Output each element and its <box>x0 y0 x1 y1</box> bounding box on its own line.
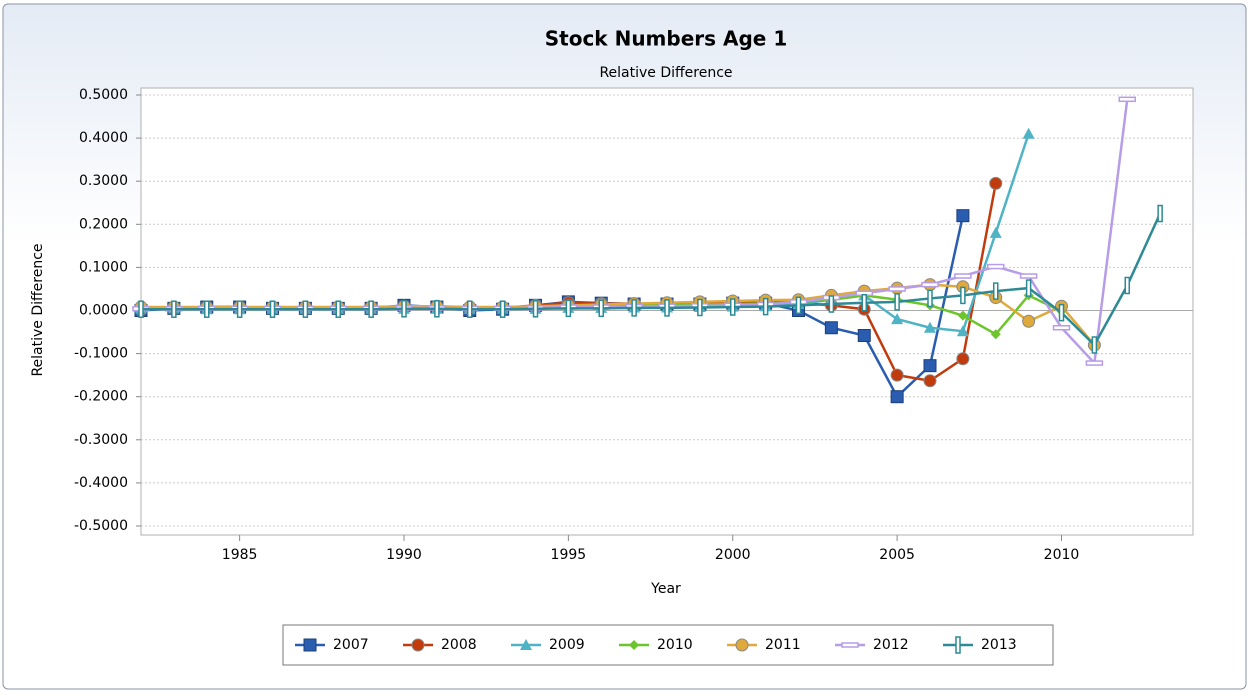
x-tick-label: 1985 <box>222 547 258 563</box>
y-tick-label: -0.2000 <box>74 389 128 405</box>
marker <box>631 299 637 317</box>
marker <box>565 299 572 318</box>
marker <box>467 300 473 318</box>
marker <box>401 300 407 318</box>
legend-label: 2011 <box>765 637 801 653</box>
legend-label: 2012 <box>873 637 909 653</box>
x-tick-label: 2000 <box>715 547 751 563</box>
marker <box>302 300 309 318</box>
marker <box>697 298 703 317</box>
marker <box>269 300 276 318</box>
marker <box>1022 314 1036 328</box>
marker <box>664 299 670 317</box>
series-line <box>141 213 1162 348</box>
marker <box>841 642 859 648</box>
y-axis-title: Relative Difference <box>30 243 46 376</box>
marker <box>960 286 966 305</box>
marker <box>989 226 1002 238</box>
marker <box>956 209 970 223</box>
marker <box>335 300 341 318</box>
marker <box>762 297 769 316</box>
x-tick-label: 1990 <box>386 547 422 563</box>
marker <box>993 282 999 300</box>
marker <box>921 281 939 288</box>
marker <box>1118 96 1136 103</box>
marker <box>735 638 749 652</box>
marker <box>1124 276 1130 295</box>
marker <box>303 638 317 652</box>
marker <box>824 321 838 335</box>
x-tick-label: 2005 <box>879 547 915 563</box>
marker <box>923 359 937 373</box>
marker <box>1019 273 1038 279</box>
y-tick-label: 0.3000 <box>79 173 128 189</box>
y-tick-label: -0.4000 <box>74 475 128 491</box>
marker <box>888 286 906 292</box>
y-tick-label: -0.1000 <box>74 346 128 362</box>
legend-label: 2008 <box>441 637 477 653</box>
marker <box>1058 303 1065 322</box>
marker <box>957 310 968 321</box>
marker <box>927 289 933 308</box>
y-tick-label: 0.1000 <box>79 259 128 275</box>
marker <box>861 293 867 312</box>
marker <box>1157 204 1163 223</box>
marker <box>1052 324 1071 331</box>
marker <box>955 636 961 654</box>
chart-subtitle: Relative Difference <box>599 65 732 81</box>
marker <box>857 328 871 342</box>
chart-title: Stock Numbers Age 1 <box>545 27 788 51</box>
marker <box>1085 360 1104 366</box>
marker <box>532 300 539 318</box>
marker <box>411 638 425 652</box>
marker <box>987 263 1005 270</box>
marker <box>956 325 969 337</box>
marker <box>894 293 900 311</box>
marker <box>1025 279 1032 297</box>
y-tick-label: -0.3000 <box>74 432 128 448</box>
marker <box>629 640 639 650</box>
x-axis-title: Year <box>650 581 681 597</box>
marker <box>989 176 1003 190</box>
marker <box>828 295 835 313</box>
marker <box>891 313 904 325</box>
legend-label: 2010 <box>657 637 693 653</box>
marker <box>171 300 177 318</box>
marker <box>236 300 243 318</box>
marker <box>434 300 440 318</box>
marker <box>368 300 374 318</box>
y-tick-label: 0.0000 <box>79 303 128 319</box>
marker <box>795 296 802 315</box>
marker <box>138 300 144 318</box>
marker <box>923 374 937 388</box>
legend-label: 2007 <box>333 637 369 653</box>
y-tick-label: -0.5000 <box>74 518 128 534</box>
marker <box>499 300 506 318</box>
marker <box>890 390 904 404</box>
y-tick-label: 0.2000 <box>79 216 128 232</box>
x-tick-label: 1995 <box>551 547 587 563</box>
marker <box>956 352 970 366</box>
marker <box>954 273 972 279</box>
marker <box>598 299 604 318</box>
marker <box>520 639 532 650</box>
legend-label: 2013 <box>981 637 1017 653</box>
marker <box>730 298 736 316</box>
marker <box>204 300 210 318</box>
y-tick-label: 0.4000 <box>79 130 128 146</box>
marker <box>890 368 904 382</box>
legend-label: 2009 <box>549 637 585 653</box>
marker <box>1091 336 1098 354</box>
marker <box>924 321 936 333</box>
marker <box>1022 127 1035 139</box>
x-tick-label: 2010 <box>1044 547 1080 563</box>
marker <box>990 329 1001 340</box>
y-tick-label: 0.5000 <box>79 87 128 103</box>
